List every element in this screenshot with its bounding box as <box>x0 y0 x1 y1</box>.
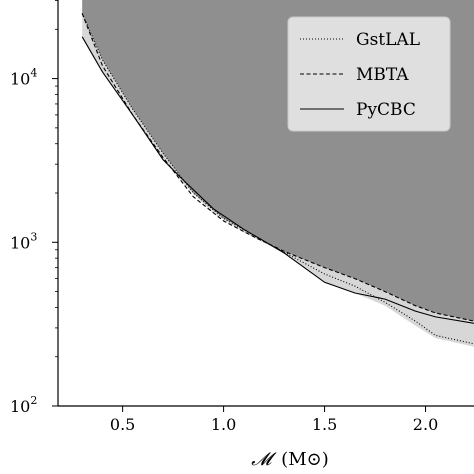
x-tick-label: 0.5 <box>110 415 135 434</box>
legend-label-pycbc: PyCBC <box>356 100 416 120</box>
x-tick-label: 1.0 <box>211 415 236 434</box>
y-tick-label: 104 <box>10 67 37 89</box>
series-line-mbta <box>81 13 474 322</box>
legend-label-mbta: MBTA <box>356 65 409 85</box>
legend-box <box>287 16 451 132</box>
x-tick-label: 2.0 <box>413 415 438 434</box>
x-axis-title-unit: (M⊙) <box>281 449 329 470</box>
x-tick-label: 1.5 <box>312 415 337 434</box>
y-tick-label: 102 <box>10 394 37 416</box>
series-line-pycbc <box>81 36 474 324</box>
legend-label-gstlal: GstLAL <box>356 30 420 50</box>
x-axis-title: 𝓜 (M⊙) <box>251 449 328 470</box>
y-tick-label: 103 <box>10 230 37 252</box>
axis-ticks: 0.5 1.0 1.5 2.0 102 103 104 <box>10 0 438 434</box>
legend: GstLAL MBTA PyCBC <box>287 16 451 132</box>
x-axis-title-main: 𝓜 <box>251 449 277 470</box>
